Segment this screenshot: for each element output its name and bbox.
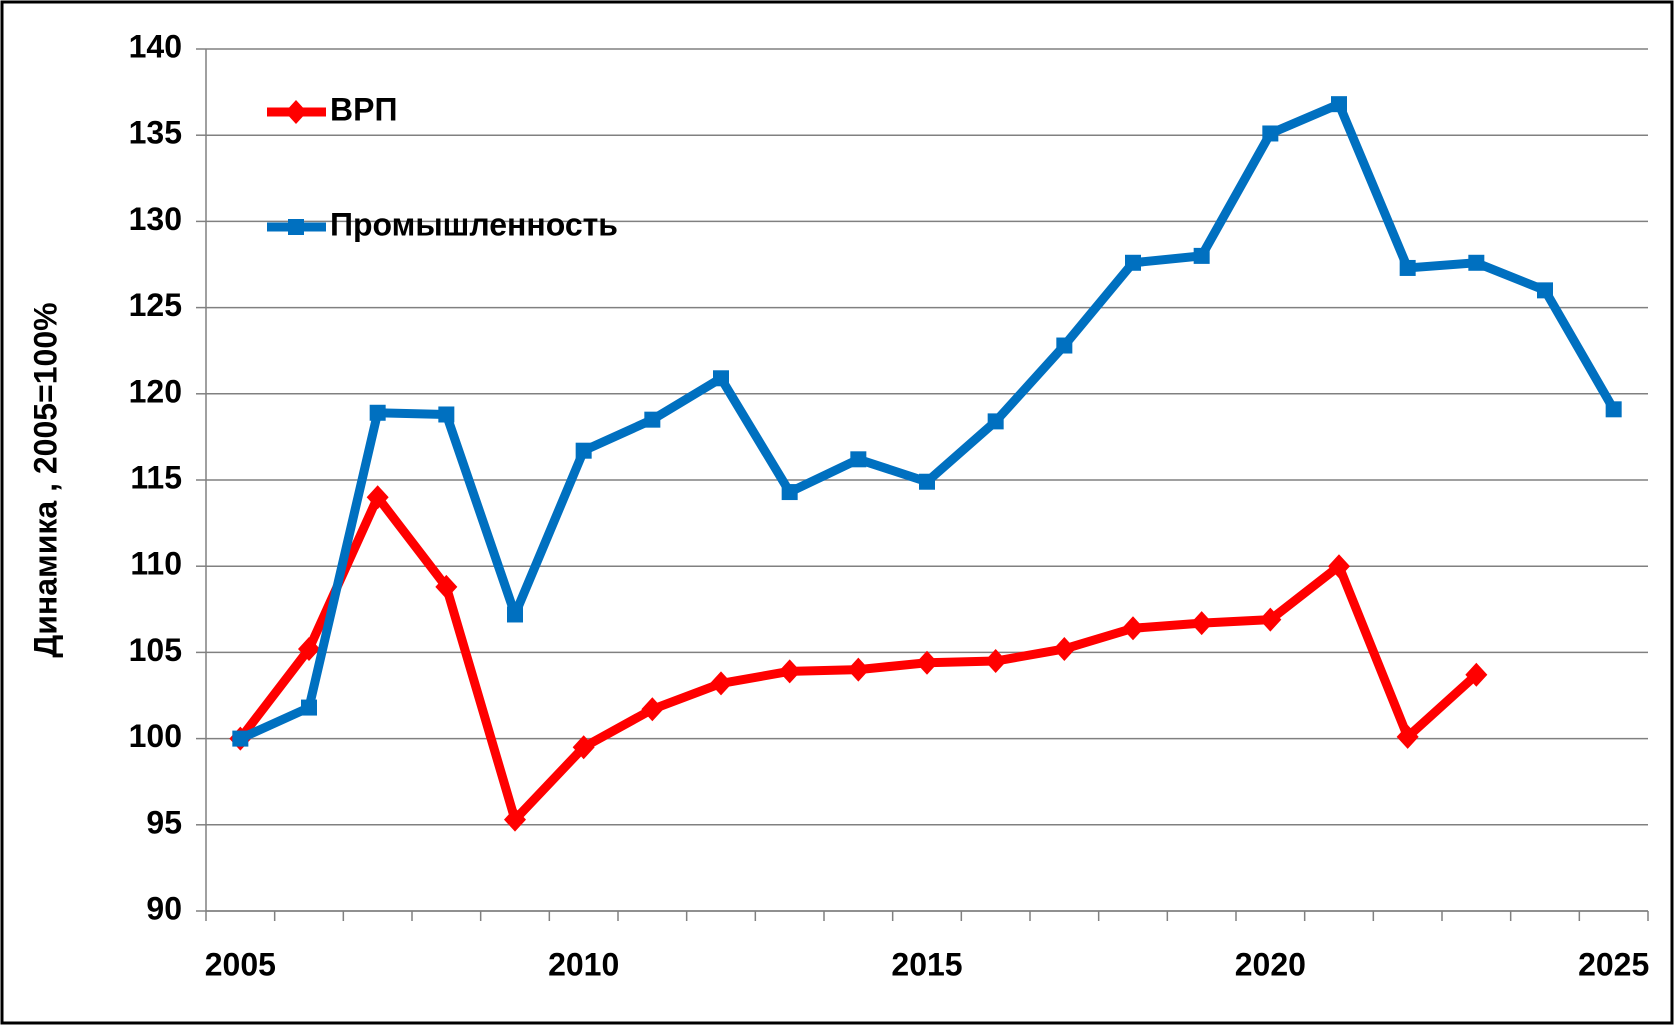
marker <box>1331 96 1347 113</box>
marker <box>781 484 798 501</box>
marker <box>1262 125 1279 142</box>
marker <box>1122 616 1144 641</box>
marker <box>369 404 386 421</box>
marker <box>572 735 595 760</box>
marker <box>575 442 592 459</box>
marker <box>778 659 801 684</box>
marker <box>438 406 455 423</box>
marker <box>1465 662 1488 687</box>
marker <box>507 606 523 623</box>
marker <box>710 671 732 696</box>
y-tick-label: 110 <box>130 546 182 582</box>
x-tick-label: 2025 <box>1578 946 1649 982</box>
y-tick-label: 125 <box>129 287 182 323</box>
marker <box>1396 724 1419 749</box>
marker <box>1328 554 1350 579</box>
marker <box>984 649 1007 674</box>
x-tick-label: 2010 <box>548 946 619 982</box>
legend-label: ВРП <box>330 91 397 127</box>
marker <box>713 370 729 387</box>
marker <box>847 657 870 682</box>
legend-marker <box>288 219 304 235</box>
marker <box>298 636 320 661</box>
marker <box>435 574 458 599</box>
legend-label: Промышленность <box>330 206 618 242</box>
marker <box>232 730 249 747</box>
marker <box>1056 337 1073 354</box>
marker <box>1605 401 1622 418</box>
marker <box>301 699 317 716</box>
legend-marker <box>285 100 307 124</box>
y-axis-label: Динамика , 2005=100% <box>27 302 63 657</box>
marker <box>644 411 661 428</box>
y-tick-label: 120 <box>129 373 182 409</box>
marker <box>850 451 867 468</box>
marker <box>919 473 935 490</box>
marker <box>1053 636 1076 661</box>
marker <box>1193 247 1210 264</box>
y-tick-label: 105 <box>129 632 182 668</box>
y-tick-label: 115 <box>130 459 182 495</box>
marker <box>1537 282 1553 299</box>
y-tick-label: 90 <box>146 890 182 926</box>
marker <box>1190 611 1213 636</box>
y-tick-label: 135 <box>129 115 182 151</box>
marker <box>916 650 938 675</box>
marker <box>504 807 526 832</box>
y-tick-label: 130 <box>129 201 182 237</box>
x-tick-label: 2020 <box>1235 946 1306 982</box>
marker <box>1125 254 1141 271</box>
marker <box>366 485 389 510</box>
marker <box>1259 607 1282 632</box>
x-tick-label: 2015 <box>891 946 962 982</box>
marker <box>641 697 664 722</box>
marker <box>1468 254 1485 271</box>
y-tick-label: 140 <box>129 28 182 64</box>
y-tick-label: 95 <box>146 804 182 840</box>
marker <box>987 413 1004 430</box>
marker <box>1399 259 1416 276</box>
x-tick-label: 2005 <box>205 946 276 982</box>
y-tick-label: 100 <box>129 718 182 754</box>
